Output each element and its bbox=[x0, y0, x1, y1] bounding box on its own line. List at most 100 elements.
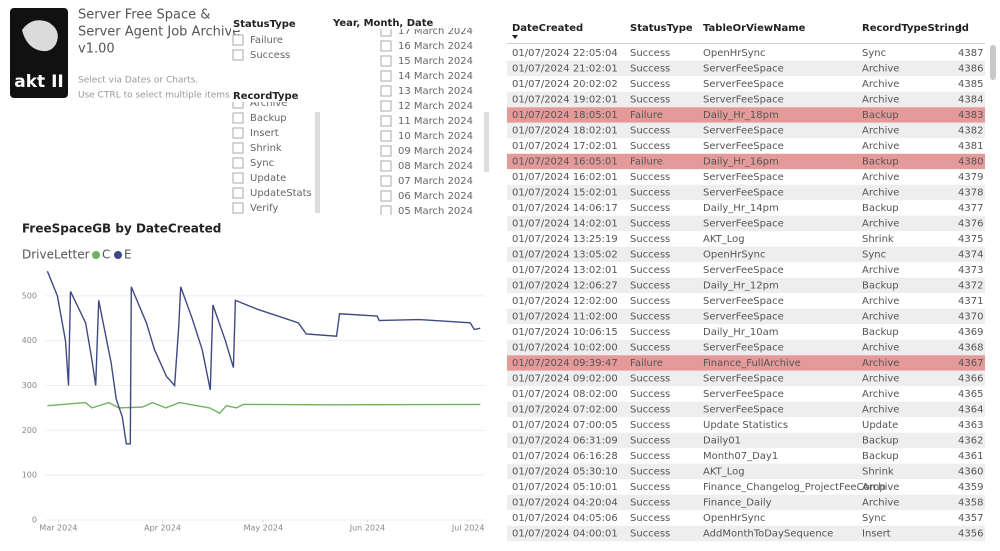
checkbox[interactable] bbox=[380, 26, 392, 37]
row-bg[interactable] bbox=[507, 246, 985, 263]
slicer-item[interactable]: 11 March 2024 bbox=[398, 116, 473, 127]
checkbox[interactable] bbox=[380, 100, 392, 112]
checkbox[interactable] bbox=[232, 127, 244, 139]
column-header[interactable]: StatusType bbox=[630, 23, 693, 34]
checkbox[interactable] bbox=[380, 85, 392, 97]
checkbox[interactable] bbox=[232, 98, 244, 109]
checkbox[interactable] bbox=[232, 49, 244, 61]
checkbox[interactable] bbox=[380, 40, 392, 52]
row-bg[interactable] bbox=[507, 76, 985, 92]
checkbox[interactable] bbox=[232, 202, 244, 214]
hint: Select via Dates or Charts. bbox=[78, 76, 198, 86]
cell: 01/07/2024 13:02:01 bbox=[512, 265, 618, 276]
slicer-list: Failure Success bbox=[232, 34, 290, 61]
slicer-item[interactable]: Backup bbox=[250, 113, 287, 124]
cell: 01/07/2024 14:06:17 bbox=[512, 203, 618, 214]
row-bg[interactable] bbox=[507, 432, 985, 449]
cell: 4365 bbox=[958, 389, 983, 400]
row-bg[interactable] bbox=[507, 463, 985, 480]
x-tick-label: Apr 2024 bbox=[144, 524, 181, 533]
scrollbar-track[interactable] bbox=[315, 112, 320, 213]
checkbox[interactable] bbox=[232, 112, 244, 124]
slicer-item[interactable]: Failure bbox=[250, 35, 283, 46]
row-bg[interactable] bbox=[507, 494, 985, 511]
row-bg[interactable] bbox=[507, 215, 985, 232]
row-bg[interactable] bbox=[507, 277, 985, 294]
slicer-item[interactable]: 16 March 2024 bbox=[398, 41, 473, 52]
row-bg[interactable] bbox=[507, 370, 985, 387]
row-bg[interactable] bbox=[507, 60, 985, 77]
row-bg[interactable] bbox=[507, 231, 985, 247]
row-bg[interactable] bbox=[507, 324, 985, 340]
slicer-item[interactable]: Archive bbox=[250, 98, 287, 109]
row-bg[interactable] bbox=[507, 525, 985, 542]
checkbox[interactable] bbox=[232, 172, 244, 184]
slicer-item[interactable]: 12 March 2024 bbox=[398, 101, 473, 112]
checkbox[interactable] bbox=[380, 55, 392, 67]
row-bg[interactable] bbox=[507, 122, 985, 139]
row-bg[interactable] bbox=[507, 45, 985, 61]
row-bg[interactable] bbox=[507, 510, 985, 526]
checkbox[interactable] bbox=[380, 70, 392, 82]
slicer-item[interactable]: 14 March 2024 bbox=[398, 71, 473, 82]
checkbox[interactable] bbox=[380, 145, 392, 157]
slicer-item[interactable]: Success bbox=[250, 50, 290, 61]
column-header[interactable]: Id bbox=[958, 23, 969, 34]
slicer-item[interactable]: 13 March 2024 bbox=[398, 86, 473, 97]
column-header[interactable]: TableOrViewName bbox=[703, 23, 806, 34]
slicer-item[interactable]: 09 March 2024 bbox=[398, 146, 473, 157]
row-bg[interactable] bbox=[507, 386, 985, 402]
column-header[interactable]: RecordTypeString bbox=[862, 23, 962, 34]
row-bg[interactable] bbox=[507, 107, 985, 123]
row-bg[interactable] bbox=[507, 417, 985, 433]
checkbox[interactable] bbox=[232, 34, 244, 46]
scrollbar-track[interactable] bbox=[484, 112, 489, 172]
row-bg[interactable] bbox=[507, 448, 985, 464]
checkbox[interactable] bbox=[380, 205, 392, 216]
slicer-item[interactable]: Insert bbox=[250, 128, 279, 139]
slicer-item[interactable]: 10 March 2024 bbox=[398, 131, 473, 142]
row-bg[interactable] bbox=[507, 479, 985, 495]
row-bg[interactable] bbox=[507, 339, 985, 356]
slicer-item[interactable]: Shrink bbox=[250, 143, 282, 154]
row-bg[interactable] bbox=[507, 169, 985, 185]
slicer-item[interactable]: Update bbox=[250, 173, 286, 184]
slicer-item[interactable]: 17 March 2024 bbox=[398, 26, 473, 37]
row-bg[interactable] bbox=[507, 355, 985, 371]
checkbox[interactable] bbox=[232, 142, 244, 154]
slicer-item[interactable]: 06 March 2024 bbox=[398, 191, 473, 202]
cell: Shrink bbox=[862, 234, 894, 245]
scrollbar-thumb[interactable] bbox=[990, 45, 996, 80]
row-bg[interactable] bbox=[507, 153, 985, 170]
cell: Success bbox=[630, 234, 670, 245]
y-tick-label: 0 bbox=[32, 516, 37, 525]
slicer-item[interactable]: 15 March 2024 bbox=[398, 56, 473, 67]
slicer-item[interactable]: Sync bbox=[250, 158, 274, 169]
row-bg[interactable] bbox=[507, 138, 985, 154]
title-line: Server Agent Job Archive bbox=[78, 25, 240, 40]
cell: Backup bbox=[862, 451, 899, 462]
line-chart: FreeSpaceGB by DateCreated DriveLetter C E 0… bbox=[22, 222, 485, 533]
row-bg[interactable] bbox=[507, 200, 985, 216]
row-bg[interactable] bbox=[507, 184, 985, 201]
checkbox[interactable] bbox=[232, 157, 244, 169]
legend-label[interactable]: E bbox=[124, 248, 132, 262]
row-bg[interactable] bbox=[507, 401, 985, 418]
slicer-item[interactable]: UpdateStats bbox=[250, 188, 312, 199]
checkbox[interactable] bbox=[380, 160, 392, 172]
row-bg[interactable] bbox=[507, 308, 985, 325]
row-bg[interactable] bbox=[507, 293, 985, 309]
checkbox[interactable] bbox=[380, 115, 392, 127]
checkbox[interactable] bbox=[380, 130, 392, 142]
slicer-item[interactable]: 08 March 2024 bbox=[398, 161, 473, 172]
row-bg[interactable] bbox=[507, 262, 985, 278]
checkbox[interactable] bbox=[380, 190, 392, 202]
column-header[interactable]: DateCreated bbox=[512, 23, 583, 34]
legend-label[interactable]: C bbox=[102, 248, 110, 262]
checkbox[interactable] bbox=[380, 175, 392, 187]
slicer-item[interactable]: 07 March 2024 bbox=[398, 176, 473, 187]
slicer-item[interactable]: Verify bbox=[250, 203, 278, 214]
checkbox[interactable] bbox=[232, 187, 244, 199]
slicer-item[interactable]: 05 March 2024 bbox=[398, 206, 473, 217]
row-bg[interactable] bbox=[507, 91, 985, 108]
